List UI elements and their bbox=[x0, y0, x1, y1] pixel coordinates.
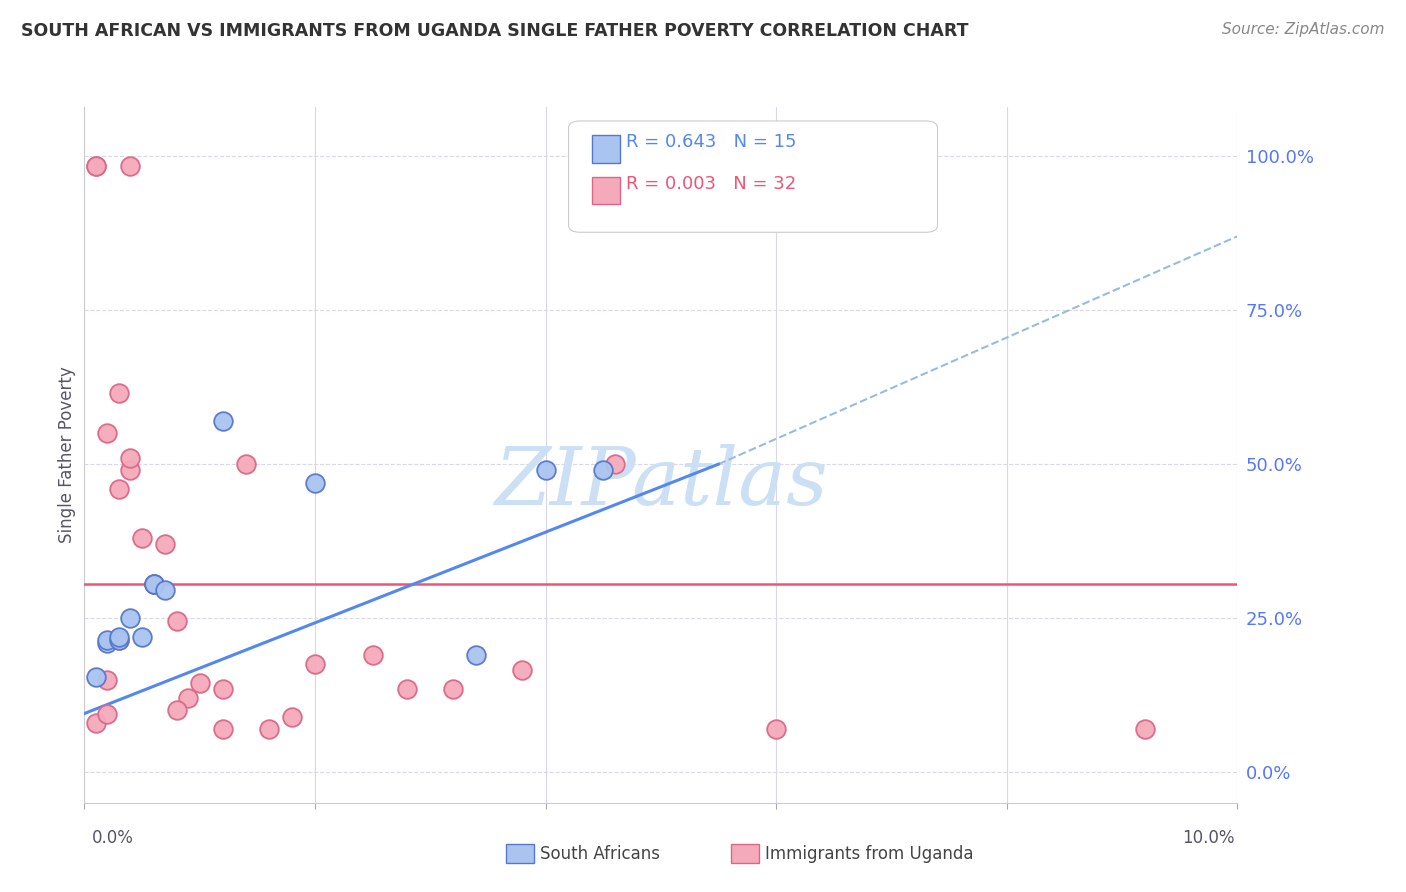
Point bbox=[512, 664, 534, 678]
Point bbox=[235, 457, 257, 471]
Point bbox=[108, 632, 131, 647]
Point bbox=[142, 577, 165, 591]
Point bbox=[396, 681, 419, 696]
Point bbox=[257, 722, 280, 736]
Point bbox=[84, 159, 107, 173]
Point bbox=[281, 709, 304, 723]
Point bbox=[84, 669, 107, 683]
Text: Source: ZipAtlas.com: Source: ZipAtlas.com bbox=[1222, 22, 1385, 37]
Point bbox=[153, 537, 176, 551]
Point bbox=[211, 681, 233, 696]
Text: R = 0.003   N = 32: R = 0.003 N = 32 bbox=[626, 175, 796, 193]
Point bbox=[96, 632, 118, 647]
FancyBboxPatch shape bbox=[592, 135, 620, 162]
Point bbox=[441, 681, 464, 696]
Point bbox=[84, 715, 107, 730]
Point bbox=[1133, 722, 1156, 736]
Point bbox=[120, 159, 142, 173]
Point bbox=[120, 450, 142, 465]
Point bbox=[465, 648, 488, 662]
Point bbox=[166, 614, 188, 628]
Text: SOUTH AFRICAN VS IMMIGRANTS FROM UGANDA SINGLE FATHER POVERTY CORRELATION CHART: SOUTH AFRICAN VS IMMIGRANTS FROM UGANDA … bbox=[21, 22, 969, 40]
Point bbox=[96, 706, 118, 721]
Text: R = 0.643   N = 15: R = 0.643 N = 15 bbox=[626, 133, 797, 151]
Y-axis label: Single Father Poverty: Single Father Poverty bbox=[58, 367, 76, 543]
Point bbox=[304, 657, 326, 672]
Point bbox=[603, 457, 626, 471]
Point bbox=[131, 630, 153, 644]
Point bbox=[96, 426, 118, 441]
Text: 0.0%: 0.0% bbox=[91, 829, 134, 847]
Point bbox=[765, 722, 787, 736]
FancyBboxPatch shape bbox=[568, 121, 938, 232]
Point bbox=[96, 673, 118, 687]
Point bbox=[304, 475, 326, 490]
Point bbox=[108, 632, 131, 647]
Point bbox=[108, 630, 131, 644]
Point bbox=[211, 722, 233, 736]
Point bbox=[142, 577, 165, 591]
Text: 10.0%: 10.0% bbox=[1182, 829, 1234, 847]
Point bbox=[108, 482, 131, 496]
Point bbox=[534, 463, 557, 477]
Text: Immigrants from Uganda: Immigrants from Uganda bbox=[765, 845, 973, 863]
Point bbox=[153, 583, 176, 598]
Point bbox=[120, 611, 142, 625]
Point bbox=[188, 675, 211, 690]
Point bbox=[120, 463, 142, 477]
Point bbox=[96, 636, 118, 650]
Point bbox=[84, 159, 107, 173]
Point bbox=[592, 463, 614, 477]
Text: ZIPatlas: ZIPatlas bbox=[494, 444, 828, 522]
Text: South Africans: South Africans bbox=[540, 845, 659, 863]
Point bbox=[177, 691, 200, 706]
Point bbox=[108, 386, 131, 401]
Point bbox=[142, 577, 165, 591]
Point bbox=[131, 531, 153, 545]
Point bbox=[166, 703, 188, 717]
Point bbox=[211, 414, 233, 428]
FancyBboxPatch shape bbox=[592, 177, 620, 204]
Point bbox=[361, 648, 384, 662]
